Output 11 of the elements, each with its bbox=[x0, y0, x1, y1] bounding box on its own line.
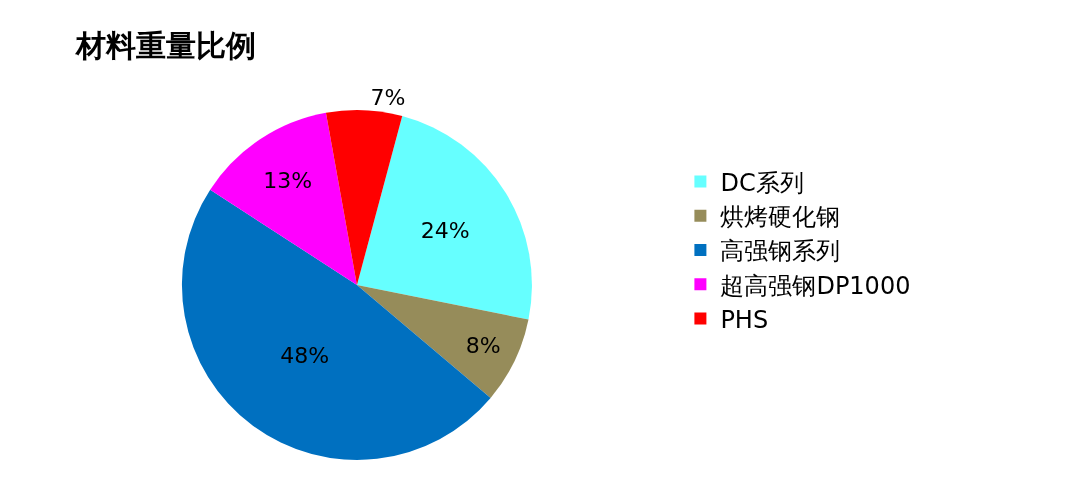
legend-label: PHS bbox=[720, 305, 769, 334]
legend-label: 高强钢系列 bbox=[720, 237, 841, 266]
chart-title: 材料重量比例 bbox=[73, 28, 256, 63]
legend-label: 超高强钢DP1000 bbox=[720, 271, 911, 300]
data-label: 13% bbox=[263, 168, 313, 194]
legend-label: DC系列 bbox=[720, 168, 804, 197]
legend-label: 烘烤硬化钢 bbox=[720, 203, 841, 232]
data-label: 8% bbox=[465, 333, 501, 359]
data-label: 48% bbox=[280, 342, 330, 368]
data-label: 24% bbox=[420, 217, 470, 243]
data-label: 7% bbox=[370, 85, 406, 111]
